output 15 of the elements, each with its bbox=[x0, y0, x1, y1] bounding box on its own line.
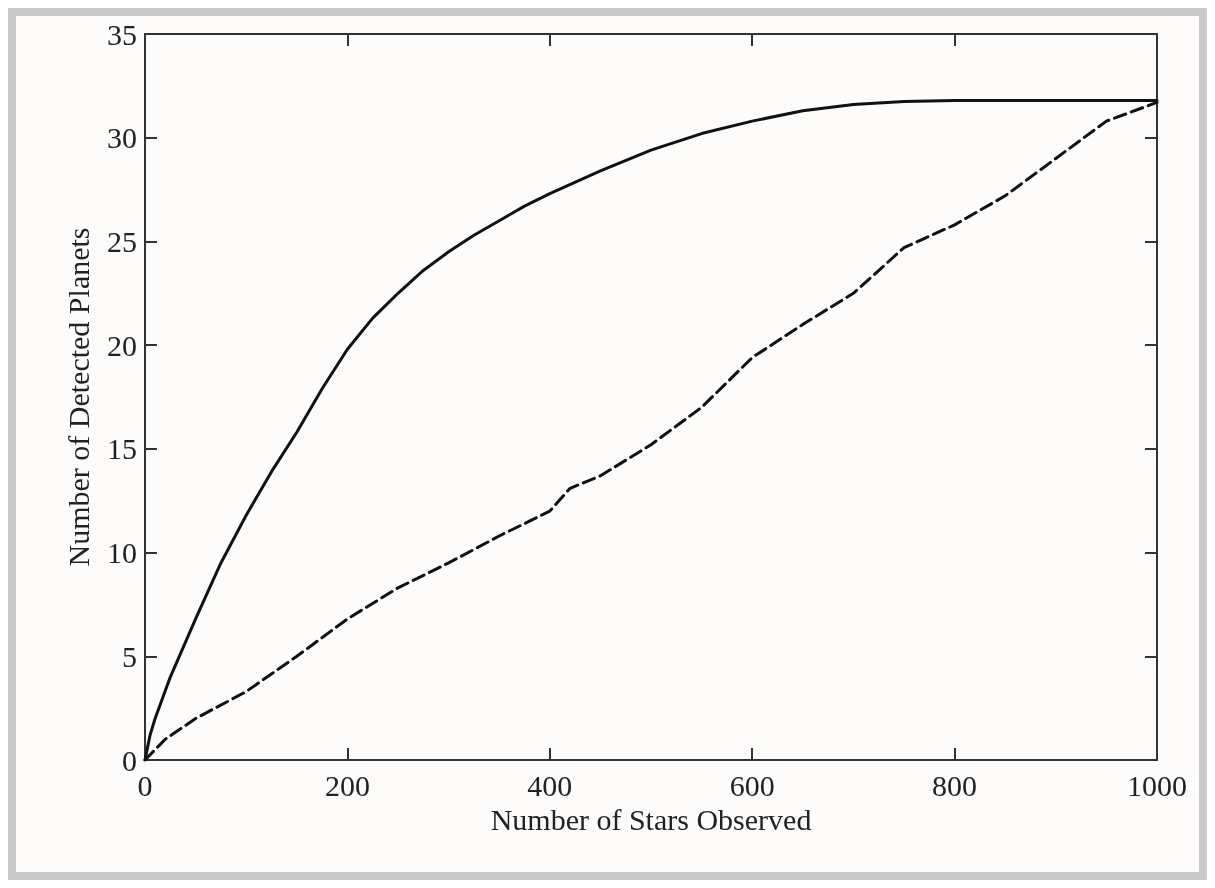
y-tick-label: 0 bbox=[122, 743, 137, 777]
y-tick-label: 30 bbox=[107, 121, 137, 155]
x-tick-label: 600 bbox=[729, 768, 775, 802]
y-tick-label: 35 bbox=[107, 17, 137, 51]
x-tick-label: 400 bbox=[527, 768, 573, 802]
y-axis-title: Number of Detected Planets bbox=[61, 227, 95, 567]
y-tick-label: 20 bbox=[107, 328, 137, 362]
y-tick-label: 10 bbox=[107, 536, 137, 570]
y-tick-label: 15 bbox=[107, 432, 137, 466]
x-tick-label: 1000 bbox=[1127, 768, 1187, 802]
y-tick-label: 5 bbox=[122, 639, 137, 673]
x-tick-label: 800 bbox=[932, 768, 978, 802]
x-tick-label: 200 bbox=[324, 768, 370, 802]
y-tick-label: 25 bbox=[107, 224, 137, 258]
x-axis-title: Number of Stars Observed bbox=[490, 803, 812, 837]
